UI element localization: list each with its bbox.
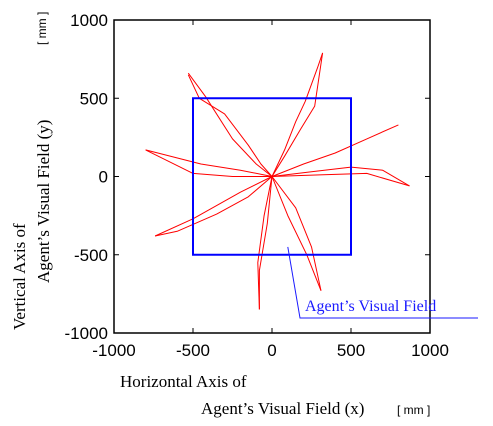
x-tick-label: 0: [267, 341, 276, 360]
x-tick-label: 1000: [411, 341, 449, 360]
plot-area: [113, 19, 478, 334]
x-tick-label: -1000: [92, 341, 135, 360]
trajectory-line-4: [271, 52, 324, 177]
trajectory-line-13: [258, 176, 273, 310]
trajectory-line-7: [271, 172, 410, 187]
trajectory-line-11: [154, 176, 273, 237]
visual-field-annotation: Agent’s Visual Field: [305, 298, 436, 315]
y-tick-label: -1000: [65, 324, 108, 343]
x-tick-label: 500: [337, 341, 365, 360]
x-axis-title-line-1: Horizontal Axis of: [120, 372, 247, 391]
y-tick-label: 500: [80, 89, 108, 108]
annotation-leader-line: [287, 246, 478, 319]
y-axis-title-line-1: Vertical Axis of: [10, 223, 29, 330]
visual-field-rect: [192, 97, 352, 256]
y-tick-label: 0: [99, 168, 108, 187]
trajectory-line-10: [154, 176, 273, 237]
trajectory-line-14: [271, 176, 322, 291]
tick-labels: -1000 -500 0 500 1000 1000 500 0 -500 -1000 Agent’…: [65, 11, 449, 360]
trajectory-line-8: [145, 149, 273, 177]
y-axis-title-line-2: Agent’s Visual Field (y): [34, 120, 53, 283]
trajectory-line-1: [187, 72, 273, 177]
trajectory-line-2: [187, 74, 273, 177]
y-axis-unit: [ mm ]: [35, 12, 49, 45]
y-tick-label: -500: [74, 246, 108, 265]
trajectory-line-15: [271, 176, 322, 291]
y-tick-label: 1000: [70, 11, 108, 30]
trajectory-line-5: [271, 124, 399, 177]
trajectory-line-12: [257, 176, 273, 310]
trajectory-line-9: [145, 149, 272, 177]
x-axis-unit: [ mm ]: [397, 403, 430, 417]
x-tick-label: -500: [176, 341, 210, 360]
x-axis-title-line-2: Agent’s Visual Field (x): [201, 399, 364, 418]
axis-titles: Horizontal Axis of Agent’s Visual Field …: [10, 12, 430, 418]
trajectory-line-6: [271, 166, 410, 187]
trajectory-line-3: [271, 52, 324, 177]
